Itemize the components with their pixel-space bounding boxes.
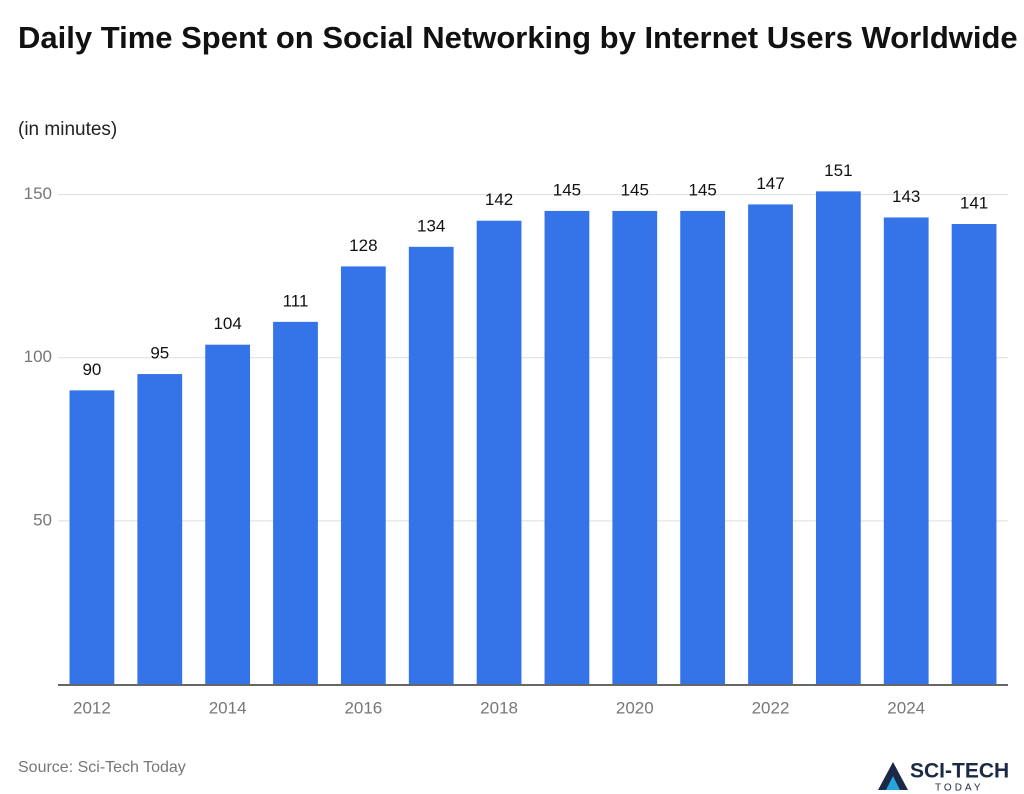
x-tick-label: 2014 bbox=[209, 698, 247, 717]
bar bbox=[951, 223, 997, 685]
bar bbox=[544, 210, 590, 684]
bar bbox=[69, 390, 115, 684]
value-label: 134 bbox=[417, 216, 445, 235]
value-label: 95 bbox=[150, 344, 169, 363]
y-tick-label: 50 bbox=[33, 510, 52, 529]
chart-title: Daily Time Spent on Social Networking by… bbox=[18, 20, 1024, 55]
logo-subtext: TODAY bbox=[935, 783, 984, 794]
bar bbox=[883, 217, 929, 684]
x-tick-label: 2016 bbox=[344, 698, 382, 717]
bar bbox=[612, 210, 658, 684]
value-label: 151 bbox=[824, 161, 852, 180]
bar bbox=[748, 204, 793, 684]
x-tick-label: 2012 bbox=[73, 698, 111, 717]
bar bbox=[476, 220, 522, 684]
value-label: 145 bbox=[621, 180, 649, 199]
logo: SCI-TECH TODAY bbox=[878, 760, 1009, 794]
value-label: 142 bbox=[485, 190, 513, 209]
bar bbox=[815, 191, 861, 685]
value-label: 147 bbox=[756, 174, 784, 193]
logo-icon-inner bbox=[886, 776, 900, 790]
bar bbox=[408, 246, 454, 684]
value-label: 90 bbox=[82, 360, 101, 379]
bar bbox=[137, 374, 183, 684]
chart-subtitle: (in minutes) bbox=[18, 119, 117, 140]
y-tick-label: 150 bbox=[24, 184, 52, 203]
x-tick-label: 2022 bbox=[752, 698, 790, 717]
source: Source: Sci-Tech Today bbox=[18, 759, 186, 776]
y-tick-label: 100 bbox=[24, 347, 52, 366]
value-label: 145 bbox=[688, 180, 716, 199]
bar bbox=[205, 344, 251, 684]
x-tick-label: 2024 bbox=[887, 698, 925, 717]
logo-text: SCI-TECH bbox=[910, 760, 1009, 783]
value-label: 128 bbox=[349, 236, 377, 255]
value-label: 104 bbox=[213, 314, 241, 333]
bar bbox=[680, 210, 726, 684]
x-tick-label: 2020 bbox=[616, 698, 654, 717]
x-tick-label: 2018 bbox=[480, 698, 518, 717]
value-label: 145 bbox=[553, 180, 581, 199]
bar bbox=[340, 266, 386, 684]
value-label: 111 bbox=[283, 291, 309, 310]
value-label: 143 bbox=[892, 187, 920, 206]
bar bbox=[273, 321, 318, 684]
value-label: 141 bbox=[960, 193, 988, 212]
